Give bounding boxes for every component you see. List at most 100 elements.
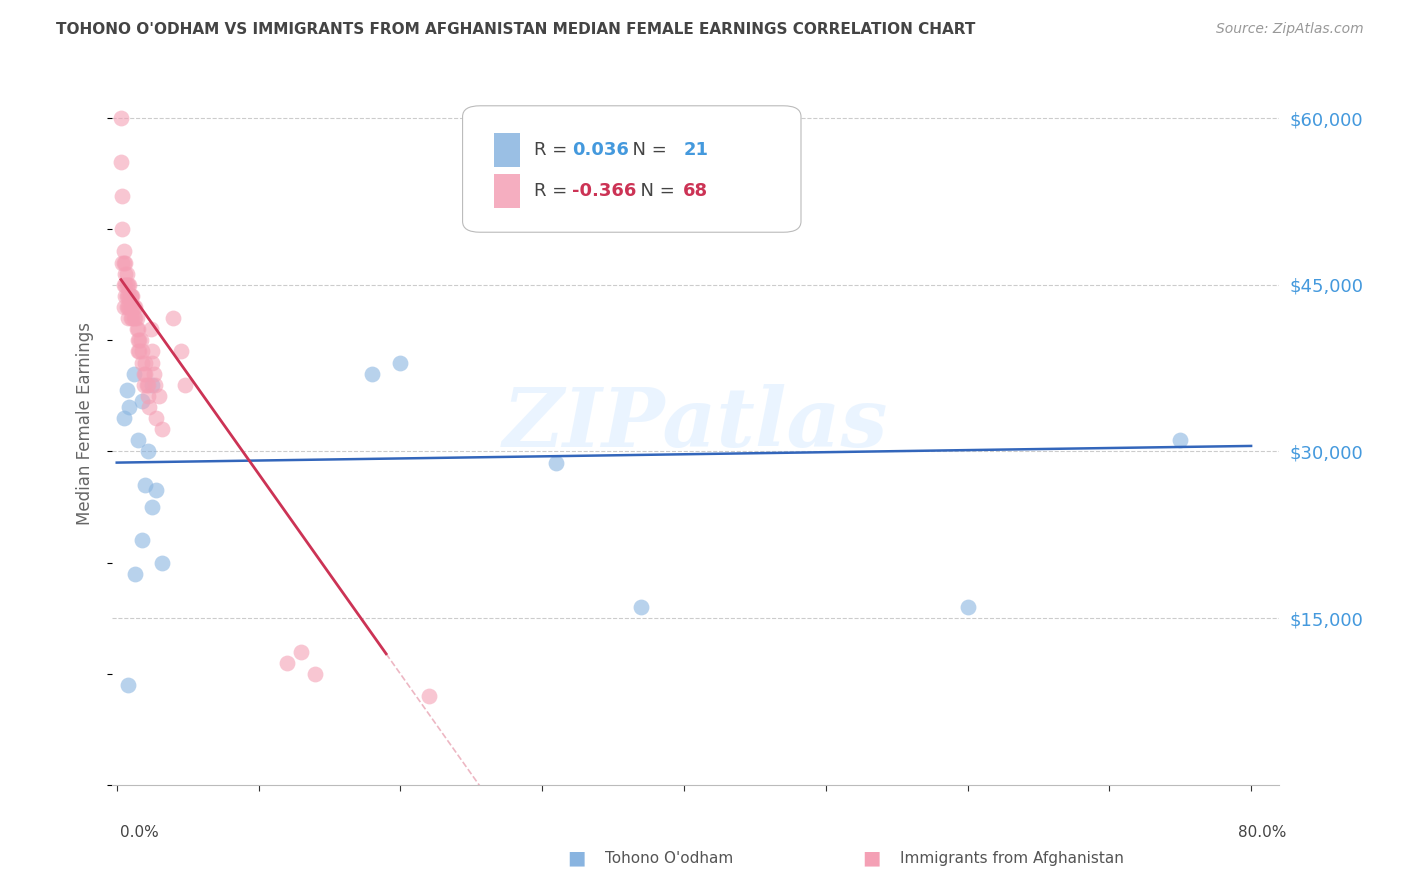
Point <box>114 267 136 281</box>
Point <box>115 289 138 303</box>
Point <box>141 355 163 369</box>
Text: N =: N = <box>630 182 681 200</box>
Point <box>141 344 163 359</box>
Point <box>145 411 167 425</box>
Point <box>139 322 162 336</box>
Point <box>121 300 143 314</box>
Point <box>389 355 412 369</box>
Point <box>120 311 142 326</box>
Point <box>141 377 163 392</box>
Point <box>118 400 141 414</box>
Point <box>150 422 173 436</box>
Text: N =: N = <box>621 141 673 159</box>
Point <box>120 289 142 303</box>
Text: 21: 21 <box>683 141 709 159</box>
Point <box>132 367 155 381</box>
Point <box>956 600 979 615</box>
Bar <box>494 133 520 167</box>
Point <box>143 377 166 392</box>
Point <box>125 311 148 326</box>
Point <box>546 456 568 470</box>
Point <box>115 277 138 292</box>
Text: R =: R = <box>534 141 572 159</box>
Point <box>290 644 312 658</box>
Point <box>120 289 142 303</box>
Point <box>128 334 150 348</box>
Text: 68: 68 <box>683 182 709 200</box>
Point <box>117 311 139 326</box>
Point <box>127 344 149 359</box>
Point <box>111 222 134 236</box>
Point <box>128 344 150 359</box>
Point <box>418 689 440 703</box>
Point <box>145 483 167 498</box>
Point <box>112 244 135 259</box>
Point <box>110 111 132 125</box>
Point <box>117 300 139 314</box>
Point <box>117 678 139 692</box>
Point <box>124 311 146 326</box>
Point <box>134 367 156 381</box>
Point <box>112 277 135 292</box>
Point <box>111 255 134 269</box>
Point <box>120 300 142 314</box>
Text: Source: ZipAtlas.com: Source: ZipAtlas.com <box>1216 22 1364 37</box>
Text: Tohono O'odham: Tohono O'odham <box>605 851 733 865</box>
Point <box>117 277 139 292</box>
Text: ZIPatlas: ZIPatlas <box>503 384 889 464</box>
Text: -0.366: -0.366 <box>572 182 637 200</box>
Point <box>110 155 132 169</box>
Point <box>630 600 652 615</box>
Point <box>138 400 160 414</box>
Point <box>150 556 173 570</box>
Point <box>129 334 152 348</box>
Point <box>127 334 149 348</box>
FancyBboxPatch shape <box>463 106 801 232</box>
Point <box>134 478 156 492</box>
Point <box>131 355 153 369</box>
Point <box>136 377 159 392</box>
Text: ■: ■ <box>567 848 586 868</box>
Text: ■: ■ <box>862 848 882 868</box>
Point <box>136 444 159 458</box>
Point <box>169 344 191 359</box>
Text: R =: R = <box>534 182 572 200</box>
Point <box>122 367 145 381</box>
Point <box>127 434 149 448</box>
Point <box>361 367 384 381</box>
Point <box>117 289 139 303</box>
Text: TOHONO O'ODHAM VS IMMIGRANTS FROM AFGHANISTAN MEDIAN FEMALE EARNINGS CORRELATION: TOHONO O'ODHAM VS IMMIGRANTS FROM AFGHAN… <box>56 22 976 37</box>
Point <box>112 300 135 314</box>
Point <box>112 411 135 425</box>
Point <box>118 289 141 303</box>
Point <box>304 666 326 681</box>
Point <box>115 384 138 398</box>
Point <box>114 289 136 303</box>
Point <box>148 389 170 403</box>
Point <box>121 289 143 303</box>
Point <box>141 500 163 514</box>
Point <box>276 656 298 670</box>
Point <box>118 300 141 314</box>
Point <box>1168 434 1191 448</box>
Point <box>121 311 143 326</box>
Point <box>173 377 195 392</box>
Point <box>118 277 141 292</box>
Text: 0.036: 0.036 <box>572 141 628 159</box>
Point <box>122 300 145 314</box>
Point <box>125 322 148 336</box>
Point <box>131 533 153 548</box>
Point <box>115 267 138 281</box>
Point <box>124 566 146 581</box>
Point <box>134 355 156 369</box>
Point <box>135 377 157 392</box>
Text: 80.0%: 80.0% <box>1239 825 1286 840</box>
Point <box>114 255 136 269</box>
Point <box>131 344 153 359</box>
Point <box>112 255 135 269</box>
Point <box>132 377 155 392</box>
Y-axis label: Median Female Earnings: Median Female Earnings <box>76 322 94 525</box>
Bar <box>494 174 520 209</box>
Point <box>114 277 136 292</box>
Point <box>142 367 165 381</box>
